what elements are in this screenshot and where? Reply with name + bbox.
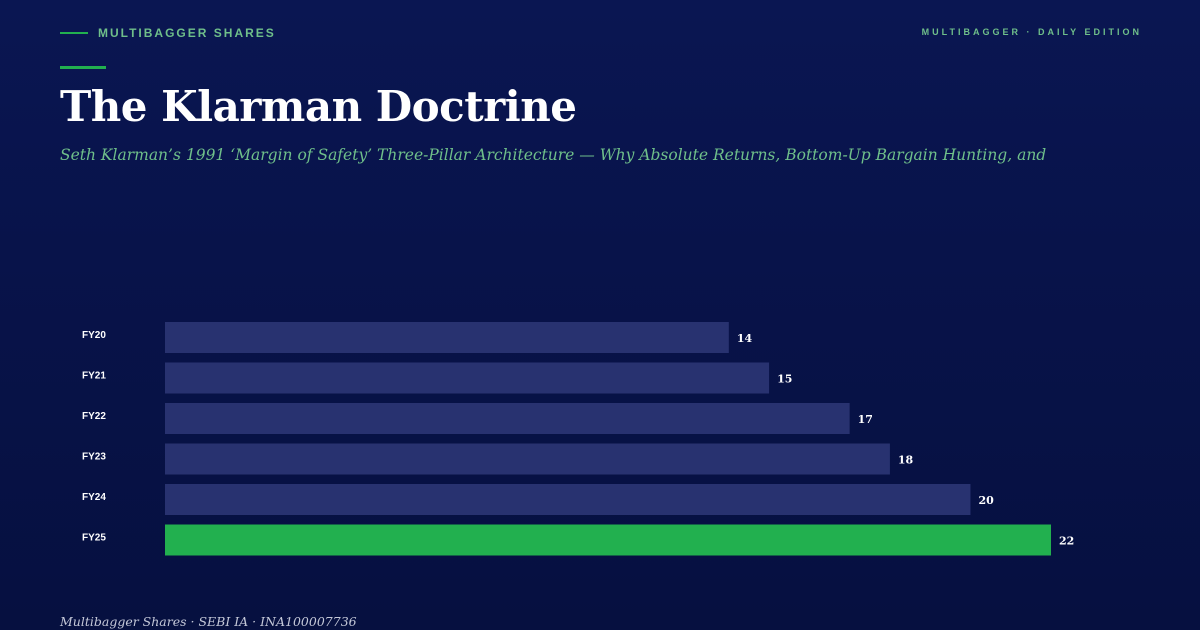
bar-fy24	[165, 484, 971, 515]
brand-dash-rule	[60, 32, 88, 34]
bar-fy23	[165, 443, 890, 475]
bar-fy21	[165, 362, 770, 394]
value-label-fy20: 14	[737, 332, 753, 345]
edition-label: MULTIBAGGER · DAILY EDITION	[921, 27, 1142, 37]
page-title: The Klarman Doctrine	[60, 82, 577, 131]
bar-fy20	[165, 322, 729, 353]
category-label-fy24: FY24	[82, 492, 106, 503]
value-label-fy24: 20	[978, 494, 994, 507]
value-label-fy22: 17	[858, 413, 873, 426]
value-label-fy21: 15	[777, 373, 792, 386]
brand-header: MULTIBAGGER SHARES	[60, 26, 276, 40]
footer-credit: Multibagger Shares · SEBI IA · INA100007…	[60, 614, 357, 629]
category-label-fy22: FY22	[82, 411, 106, 422]
bar-fy25	[165, 524, 1051, 556]
category-label-fy25: FY25	[82, 533, 106, 544]
value-label-fy25: 22	[1059, 535, 1074, 548]
brand-name: MULTIBAGGER SHARES	[98, 26, 276, 40]
page-subtitle: Seth Klarman’s 1991 ‘Margin of Safety’ T…	[60, 146, 1047, 164]
bar-fy22	[165, 403, 850, 434]
category-label-fy23: FY23	[82, 452, 106, 463]
value-label-fy23: 18	[898, 454, 914, 467]
category-label-fy20: FY20	[82, 330, 106, 341]
category-label-fy21: FY21	[82, 371, 106, 382]
accent-rule	[60, 66, 106, 69]
